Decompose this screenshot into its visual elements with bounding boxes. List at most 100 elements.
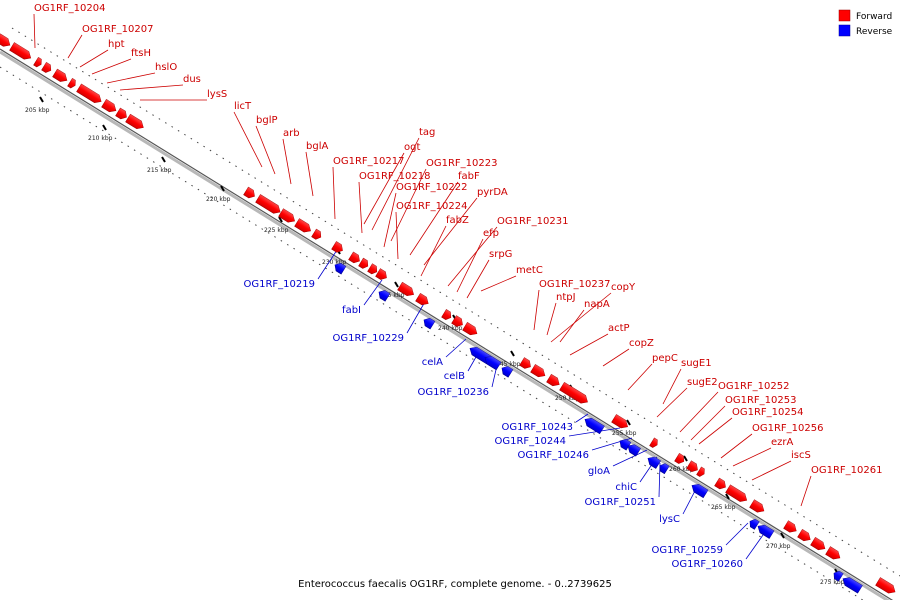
- forward-gene-label-og1rf-10253: OG1RF_10253: [725, 395, 797, 406]
- forward-gene-label-og1rf-10261: OG1RF_10261: [811, 465, 883, 476]
- forward-gene-label-iscs: iscS: [791, 450, 811, 461]
- forward-gene-label-copy: copY: [611, 282, 636, 293]
- tick-label: 270 kbp: [766, 543, 791, 550]
- forward-gene-leader: [233, 111, 263, 168]
- tick-mark: [220, 185, 225, 192]
- reverse-gene-label-lysc: lysC: [659, 514, 680, 525]
- map-caption: Enterococcus faecalis OG1RF, complete ge…: [298, 579, 612, 590]
- forward-gene-leader: [119, 84, 184, 91]
- forward-gene-label-pepc: pepC: [652, 353, 678, 364]
- forward-gene-label-og1rf-10223: OG1RF_10223: [426, 158, 498, 169]
- forward-gene-leader: [679, 391, 719, 433]
- forward-gene-leader: [33, 13, 36, 49]
- reverse-gene-label-gloa: gloA: [588, 466, 610, 477]
- reverse-gene-label-og1rf-10251: OG1RF_10251: [585, 497, 657, 508]
- reverse-gene-arrow: [378, 290, 391, 302]
- forward-gene-leader: [656, 387, 688, 418]
- legend-label-reverse: Reverse: [856, 27, 893, 37]
- forward-gene-label-og1rf-10218: OG1RF_10218: [359, 171, 431, 182]
- forward-gene-arrow: [115, 107, 127, 120]
- forward-gene-arrow: [415, 292, 429, 306]
- forward-gene-leader: [358, 181, 363, 234]
- reverse-gene-label-og1rf-10246: OG1RF_10246: [518, 450, 590, 461]
- tick-mark: [278, 216, 283, 223]
- forward-gene-arrow: [125, 113, 144, 130]
- reverse-gene-arrow: [833, 570, 844, 582]
- tick-mark: [780, 532, 785, 539]
- forward-gene-label-napa: napA: [584, 299, 610, 310]
- tick-label: 260 kbp: [669, 466, 694, 473]
- tick-label: 210 kbp: [88, 135, 113, 142]
- backbone: [0, 27, 900, 600]
- forward-gene-arrow: [810, 537, 826, 551]
- forward-gene-arrow: [546, 373, 560, 387]
- forward-gene-label-og1rf-10204: OG1RF_10204: [34, 3, 106, 14]
- forward-gene-arrow: [825, 546, 841, 560]
- forward-gene-arrow: [375, 268, 387, 280]
- forward-gene-leader: [546, 302, 557, 336]
- forward-gene-leader: [447, 226, 498, 287]
- forward-gene-leader: [602, 348, 630, 367]
- legend-label-forward: Forward: [856, 12, 892, 22]
- forward-gene-leader: [662, 368, 682, 405]
- reverse-gene-label-celb: celB: [444, 371, 465, 382]
- forward-gene-leader: [698, 417, 733, 445]
- forward-gene-leader: [690, 405, 726, 441]
- forward-gene-arrow: [451, 315, 463, 327]
- forward-gene-label-og1rf-10252: OG1RF_10252: [718, 381, 790, 392]
- reverse-gene-label-chic: chiC: [615, 482, 637, 493]
- forward-gene-arrow: [674, 452, 685, 464]
- tick-mark: [510, 350, 515, 357]
- forward-gene-arrow: [52, 68, 68, 82]
- forward-gene-leader: [255, 125, 276, 175]
- reverse-gene-label-og1rf-10229: OG1RF_10229: [333, 333, 405, 344]
- forward-gene-arrow: [9, 42, 32, 60]
- forward-gene-leader: [282, 138, 292, 185]
- tick-label: 255 kbp: [612, 430, 637, 437]
- reverse-gene-label-og1rf-10236: OG1RF_10236: [418, 387, 490, 398]
- forward-gene-arrow: [294, 218, 311, 233]
- forward-gene-leader: [67, 34, 83, 59]
- forward-gene-arrow: [367, 263, 378, 275]
- forward-gene-label-og1rf-10256: OG1RF_10256: [752, 423, 824, 434]
- tick-label: 235 kbp: [380, 292, 405, 299]
- forward-gene-arrow: [243, 186, 255, 199]
- tick-mark: [161, 156, 166, 163]
- forward-gene-label-bglp: bglP: [256, 115, 278, 126]
- reverse-gene-arrow: [584, 417, 605, 435]
- tick-label: 245 kbp: [496, 361, 521, 368]
- forward-gene-leader: [332, 166, 336, 220]
- forward-gene-arrow: [462, 322, 478, 336]
- forward-gene-arrow: [749, 499, 765, 513]
- reverse-gene-leader: [658, 462, 661, 498]
- forward-gene-leader: [569, 333, 609, 356]
- forward-gene-arrow: [725, 484, 748, 502]
- forward-gene-leader: [420, 225, 447, 277]
- reverse-gene-leader: [445, 338, 467, 358]
- legend-swatch-forward: [838, 9, 851, 22]
- forward-gene-arrow: [783, 520, 797, 533]
- forward-gene-leader: [720, 433, 753, 459]
- forward-gene-label-hslo: hslO: [155, 62, 177, 73]
- forward-gene-label-lyss: lysS: [207, 89, 227, 100]
- forward-gene-label-ezra: ezrA: [771, 437, 794, 448]
- reverse-gene-arrow: [627, 444, 641, 457]
- forward-gene-arrow: [76, 83, 102, 103]
- forward-gene-leader: [751, 460, 792, 481]
- forward-gene-arrow: [41, 61, 52, 73]
- forward-gene-label-og1rf-10217: OG1RF_10217: [333, 156, 405, 167]
- forward-gene-leader: [732, 447, 772, 467]
- forward-gene-label-suge1: sugE1: [681, 358, 712, 369]
- reverse-gene-leader: [745, 534, 764, 560]
- reverse-gene-label-og1rf-10259: OG1RF_10259: [652, 545, 724, 556]
- reverse-gene-leader: [725, 522, 749, 546]
- reverse-gene-label-og1rf-10219: OG1RF_10219: [244, 279, 316, 290]
- forward-gene-label-ntpj: ntpJ: [556, 292, 576, 303]
- forward-gene-leader: [800, 475, 812, 507]
- forward-gene-arrow: [559, 381, 588, 404]
- forward-gene-label-og1rf-10254: OG1RF_10254: [732, 407, 804, 418]
- forward-gene-leader: [305, 151, 314, 197]
- tick-label: 240 kbp: [438, 325, 463, 332]
- forward-gene-label-fabz: fabZ: [446, 215, 469, 226]
- forward-gene-leader: [383, 192, 397, 248]
